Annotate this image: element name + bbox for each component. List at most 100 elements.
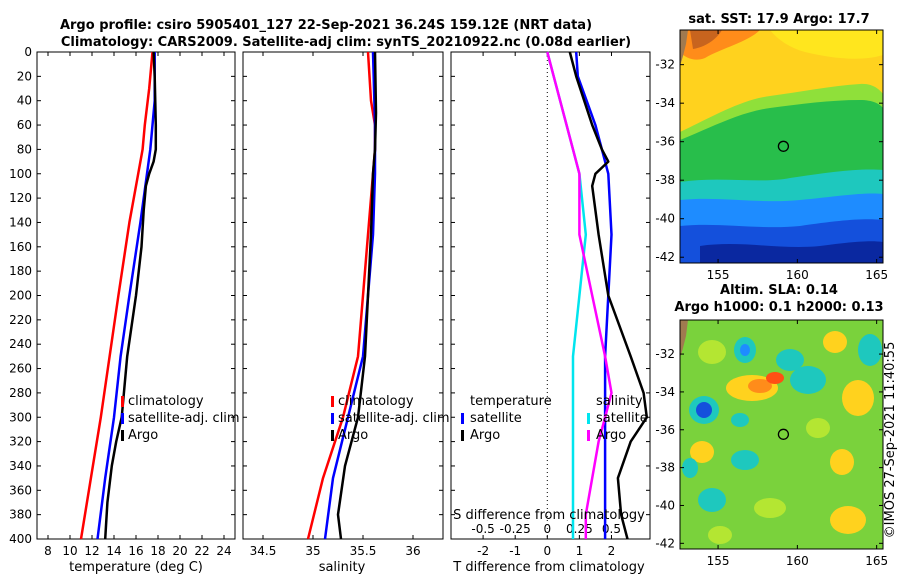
series-climatology — [306, 51, 377, 540]
sla-land — [680, 320, 688, 358]
sla-blob — [842, 380, 874, 416]
sla-blob — [776, 349, 804, 371]
y-tick-label: 380 — [9, 508, 32, 522]
x-tick-label: 10 — [62, 544, 77, 558]
sla-blob — [790, 366, 826, 394]
y-tick-label: 140 — [9, 215, 32, 229]
x-tick-label: 14 — [106, 544, 121, 558]
x-tick-label: 12 — [84, 544, 99, 558]
series-argo — [103, 51, 158, 540]
temperature-chart: 0 20 40 60 80 100 120 140 160 180 200 220 240 260 280 3… — [9, 45, 235, 558]
x-tick-label: 35 — [305, 544, 320, 558]
salinity-panel-frame — [242, 51, 444, 540]
sst-darkblue-zone — [700, 241, 883, 263]
sst-heatmap — [680, 30, 883, 263]
x-tick-label: -2 — [477, 544, 489, 558]
salinity-chart: 34.5 35 35.5 36 — [243, 51, 443, 558]
sla-blob — [748, 379, 772, 393]
sla-blob — [740, 344, 750, 356]
y-tick-label: 260 — [9, 362, 32, 376]
map-y-tick-label: -32 — [655, 58, 675, 72]
map-y-tick-label: -42 — [655, 536, 675, 550]
map-y-tick-label: -40 — [655, 212, 675, 226]
x-tick-label: 8 — [44, 544, 52, 558]
sst-yellow-zone — [770, 30, 883, 59]
legend-s-argo: Argo — [596, 428, 626, 443]
sla-blob — [682, 458, 698, 478]
legend-temperature: temperature — [470, 394, 552, 409]
sla-map-frame — [679, 319, 884, 550]
sla-blob — [754, 498, 786, 518]
legend-climatology: climatology — [338, 394, 414, 409]
y-tick-label: 0 — [24, 45, 32, 59]
x-tick-label: 16 — [128, 544, 143, 558]
y-tick-label: 240 — [9, 337, 32, 351]
s-tick-label: -0.25 — [500, 522, 531, 536]
x-tick-label: 34.5 — [250, 544, 277, 558]
series-t-argo — [568, 51, 649, 540]
map-x-tick-label: 165 — [865, 554, 888, 568]
sla-blob — [766, 372, 784, 384]
legend-swatch-satellite — [331, 413, 334, 424]
map-y-tick-label: -32 — [655, 347, 675, 361]
sst-axes: 155 160 165 -32 -34 -36 -38 -40 -42 — [655, 30, 888, 282]
sst-hot-zone — [690, 30, 722, 49]
map-x-tick-label: 160 — [786, 554, 809, 568]
map-y-tick-label: -34 — [655, 385, 675, 399]
map-y-tick-label: -38 — [655, 461, 675, 475]
y-tick-label: 300 — [9, 410, 32, 424]
series-argo — [336, 51, 378, 540]
x-tick-label: 24 — [216, 544, 231, 558]
x-tick-label: 22 — [194, 544, 209, 558]
y-tick-label: 320 — [9, 435, 32, 449]
series-t-satellite — [574, 51, 613, 539]
map-x-tick-label: 160 — [786, 268, 809, 282]
x-tick-label: 1 — [576, 544, 584, 558]
x-tick-label: 2 — [608, 544, 616, 558]
salinity-xlabel: salinity — [319, 560, 366, 575]
salinity-legend: climatology satellite-adj. clim Argo — [331, 394, 450, 443]
argo-position-marker — [777, 140, 790, 152]
title-line2: Climatology: CARS2009. Satellite-adj cli… — [61, 35, 631, 50]
sla-map-title-line1: Altim. SLA: 0.14 — [720, 283, 838, 298]
sst-land — [680, 30, 688, 66]
series-satellite-adj-clim — [96, 52, 156, 540]
difference-top-axis-label: S difference from climatology — [453, 508, 645, 523]
x-tick-label: 18 — [150, 544, 165, 558]
legend-swatch-climatology — [121, 396, 124, 407]
x-tick-label: 20 — [172, 544, 187, 558]
legend-satellite: satellite-adj. clim — [338, 411, 450, 426]
sla-map-title-line2: Argo h1000: 0.1 h2000: 0.13 — [674, 300, 883, 315]
legend-argo: Argo — [128, 428, 158, 443]
y-tick-label: 20 — [17, 69, 32, 83]
map-x-tick-label: 155 — [707, 554, 730, 568]
s-tick-label: 0.5 — [602, 522, 621, 536]
sla-blob — [823, 331, 847, 353]
map-y-tick-label: -36 — [655, 423, 675, 437]
y-tick-label: 60 — [17, 118, 32, 132]
legend-argo: Argo — [338, 428, 368, 443]
map-y-tick-label: -36 — [655, 135, 675, 149]
legend-swatch-s-argo — [587, 430, 590, 441]
x-tick-label: 35.5 — [350, 544, 377, 558]
y-tick-label: 400 — [9, 532, 32, 546]
sla-axes: 155 160 165 -32 -34 -36 -38 -40 -42 — [655, 320, 888, 568]
y-tick-label: 360 — [9, 483, 32, 497]
title-line1: Argo profile: csiro 5905401_127 22-Sep-2… — [60, 18, 592, 33]
difference-chart: -2 -1 0 1 2 -0.5 -0.25 0 0.25 0.5 — [451, 51, 650, 558]
y-tick-label: 280 — [9, 386, 32, 400]
y-tick-label: 80 — [17, 142, 32, 156]
legend-swatch-argo — [331, 430, 334, 441]
sla-blob — [698, 488, 726, 512]
sla-blob — [690, 441, 714, 463]
temperature-xlabel: temperature (deg C) — [69, 560, 203, 575]
s-tick-label: -0.5 — [471, 522, 494, 536]
s-tick-label: 0.25 — [566, 522, 593, 536]
sla-blob — [731, 413, 749, 427]
temperature-legend: climatology satellite-adj. clim Argo — [121, 394, 240, 443]
y-tick-label: 120 — [9, 191, 32, 205]
legend-s-satellite: satellite — [596, 411, 648, 426]
legend-swatch-climatology — [331, 396, 334, 407]
legend-t-argo: Argo — [470, 428, 500, 443]
map-x-tick-label: 155 — [707, 268, 730, 282]
